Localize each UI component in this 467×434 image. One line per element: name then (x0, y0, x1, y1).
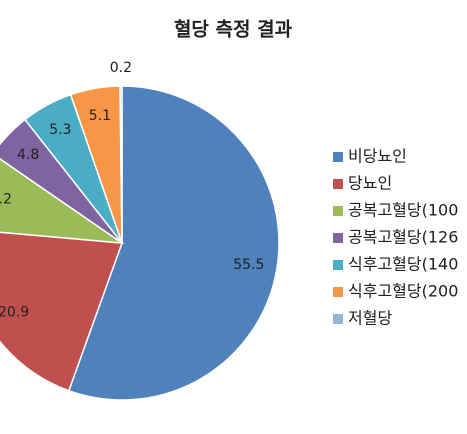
data-label: 20.9 (0, 304, 29, 320)
legend-swatch (333, 152, 343, 162)
legend-label: 비당뇨인 (348, 147, 407, 166)
legend-swatch (333, 206, 343, 216)
legend-label: 당뇨인 (348, 174, 392, 193)
legend-label: 공복고혈당(100 (348, 201, 458, 220)
legend-label: 저혈당 (348, 309, 392, 328)
legend-label: 공복고혈당(126 (348, 228, 458, 247)
legend-label: 식후고혈당(200 (348, 282, 458, 301)
pie-slice (119, 85, 123, 244)
legend-swatch (333, 179, 343, 189)
legend-swatch (333, 287, 343, 297)
legend-label: 식후고혈당(140 (348, 255, 458, 274)
legend-swatch (333, 233, 343, 243)
data-label: 4.8 (17, 147, 39, 163)
data-label: 0.2 (110, 60, 132, 76)
data-label: 5.3 (49, 122, 71, 138)
data-label: 8.2 (0, 191, 12, 207)
data-label: 55.5 (233, 257, 264, 273)
pie-slice (0, 231, 124, 392)
data-label: 5.1 (89, 108, 111, 124)
legend-swatch (333, 260, 343, 270)
legend-swatch (333, 314, 343, 324)
pie-slice (67, 85, 280, 401)
chart-title: 혈당 측정 결과 (174, 18, 293, 41)
